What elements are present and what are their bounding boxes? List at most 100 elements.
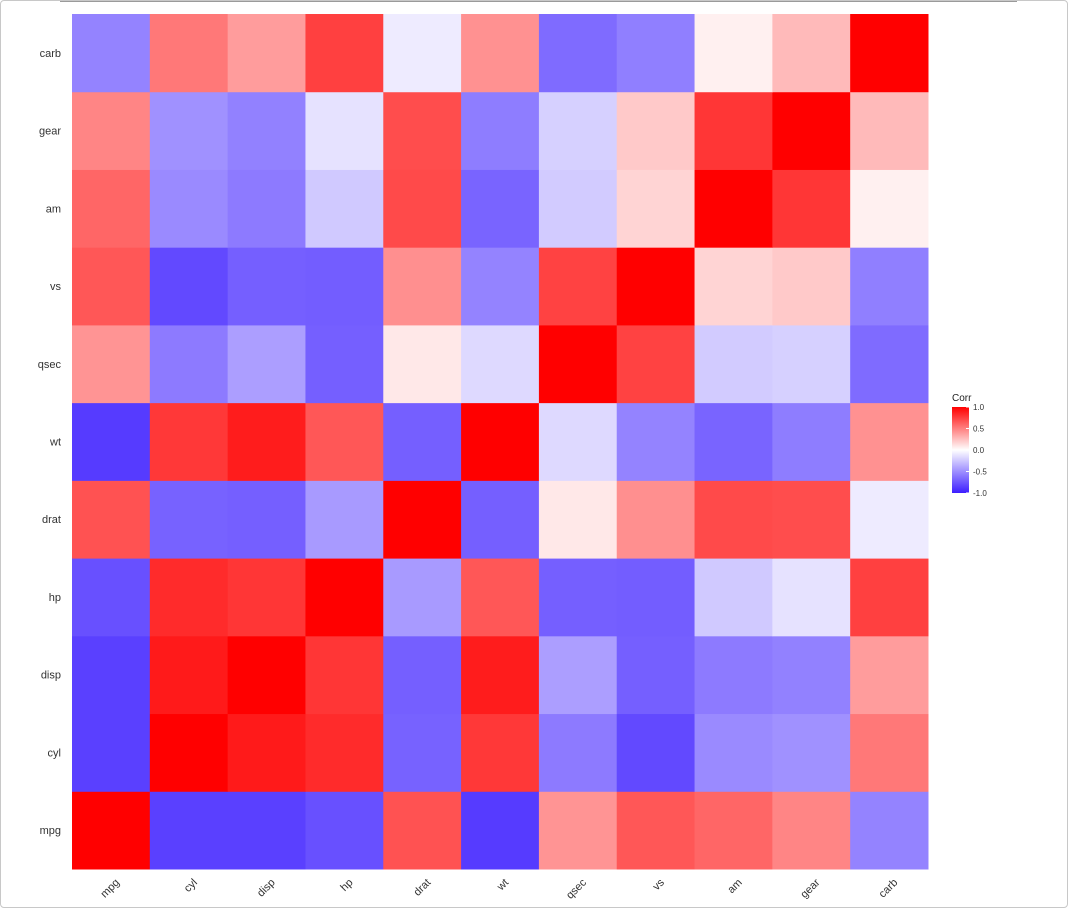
heatmap-cell-hp-hp [305, 558, 384, 637]
heatmap-cell-carb-hp [850, 558, 929, 637]
x-tick-label-am: am [725, 877, 744, 896]
heatmap-cell-cyl-mpg [149, 791, 229, 870]
heatmap-cell-disp-carb [227, 14, 306, 93]
heatmap-cell-drat-drat [383, 480, 462, 559]
y-tick-label-disp: disp [41, 670, 61, 682]
heatmap-cell-mpg-drat [72, 480, 151, 559]
legend: Corr 1.0 0.5 0.0 -0.5 -1.0 [952, 393, 987, 498]
heatmap-cell-hp-am [305, 169, 384, 248]
heatmap-cell-drat-disp [383, 635, 462, 715]
heatmap-cell-gear-wt [772, 402, 851, 481]
heatmap-cell-cyl-am [149, 169, 229, 248]
heatmap-cell-disp-wt [227, 402, 306, 481]
heatmap-cell-wt-qsec [461, 324, 540, 404]
heatmap-cell-qsec-qsec [538, 324, 618, 404]
heatmap-cell-mpg-carb [72, 14, 151, 93]
heatmap-cell-mpg-gear [72, 91, 151, 170]
y-tick-label-mpg: mpg [40, 825, 61, 837]
heatmap-cell-vs-qsec [616, 324, 696, 404]
heatmap-cell-wt-gear [461, 91, 540, 170]
heatmap-cell-qsec-cyl [538, 713, 618, 792]
heatmap-cell-disp-hp [227, 558, 306, 637]
heatmap-cell-am-vs [694, 247, 773, 326]
legend-tick-label: 0.0 [973, 446, 985, 455]
heatmap-cell-carb-cyl [850, 713, 929, 792]
heatmap-cell-hp-mpg [305, 791, 384, 870]
y-tick-label-carb: carb [40, 48, 61, 60]
heatmap-cell-mpg-vs [72, 247, 151, 326]
heatmap-cell-qsec-drat [538, 480, 618, 559]
heatmap-cell-wt-cyl [461, 713, 540, 792]
heatmap-cell-qsec-am [538, 169, 618, 248]
heatmap-cell-am-disp [694, 635, 773, 715]
heatmap-cell-disp-qsec [227, 324, 306, 404]
heatmap-cell-drat-am [383, 169, 462, 248]
heatmap-cell-cyl-qsec [149, 324, 229, 404]
heatmap-cell-hp-qsec [305, 324, 384, 404]
heatmap-cell-wt-vs [461, 247, 540, 326]
heatmap-cell-qsec-carb [538, 14, 618, 93]
heatmap-cell-carb-drat [850, 480, 929, 559]
heatmap-cell-qsec-gear [538, 91, 618, 170]
heatmap-cell-am-qsec [694, 324, 773, 404]
heatmap-cell-disp-cyl [227, 713, 306, 792]
heatmap-cell-carb-mpg [850, 791, 929, 870]
y-tick-label-gear: gear [39, 126, 61, 138]
x-axis-labels: mpg cyl disp hp drat wt qsec vs am gear carb [99, 876, 901, 901]
heatmap-cell-drat-carb [383, 14, 462, 93]
heatmap-cell-am-carb [694, 14, 773, 93]
heatmap-cell-drat-gear [383, 91, 462, 170]
heatmap-cell-cyl-wt [149, 402, 229, 481]
heatmap-cell-hp-drat [305, 480, 384, 559]
heatmap-cell-carb-wt [850, 402, 929, 481]
heatmap-cell-mpg-mpg [72, 791, 151, 870]
heatmap-cell-am-am [694, 169, 773, 248]
x-tick-label-wt: wt [494, 877, 511, 894]
top-border-line [60, 1, 1017, 2]
heatmap-cell-gear-cyl [772, 713, 851, 792]
heatmap-cell-mpg-am [72, 169, 151, 248]
heatmap-cell-mpg-qsec [72, 324, 151, 404]
heatmap-cell-gear-qsec [772, 324, 851, 404]
heatmap-cell-wt-drat [461, 480, 540, 559]
heatmap-cell-mpg-hp [72, 558, 151, 637]
y-tick-label-drat: drat [42, 514, 61, 526]
x-tick-label-vs: vs [651, 876, 668, 893]
heatmap-cell-gear-carb [772, 14, 851, 93]
heatmap-cell-cyl-gear [149, 91, 229, 170]
heatmap-cell-carb-vs [850, 247, 929, 326]
heatmap-cell-vs-vs [616, 247, 696, 326]
x-tick-label-qsec: qsec [564, 876, 589, 901]
heatmap-cell-gear-am [772, 169, 851, 248]
heatmap-cell-disp-mpg [227, 791, 306, 870]
heatmap-cell-qsec-mpg [538, 791, 618, 870]
heatmap-cell-vs-mpg [616, 791, 696, 870]
heatmap-cell-drat-wt [383, 402, 462, 481]
legend-title: Corr [952, 393, 972, 404]
y-tick-label-cyl: cyl [48, 747, 61, 759]
heatmap-cell-gear-disp [772, 635, 851, 715]
heatmap-cell-drat-vs [383, 247, 462, 326]
heatmap-cell-vs-am [616, 169, 696, 248]
heatmap-cell-cyl-hp [149, 558, 229, 637]
legend-tick-label: -1.0 [973, 489, 987, 498]
legend-tick-label: -0.5 [973, 468, 987, 477]
heatmap-cell-hp-disp [305, 635, 384, 715]
heatmap-cell-hp-vs [305, 247, 384, 326]
heatmap-cell-vs-gear [616, 91, 696, 170]
heatmap-cell-am-drat [694, 480, 773, 559]
heatmap-cell-wt-mpg [461, 791, 540, 870]
heatmap-cell-wt-hp [461, 558, 540, 637]
heatmap-cell-hp-gear [305, 91, 384, 170]
heatmap-cell-drat-mpg [383, 791, 462, 870]
y-tick-label-vs: vs [50, 281, 62, 293]
heatmap-cell-vs-carb [616, 14, 696, 93]
heatmap-cell-gear-mpg [772, 791, 851, 870]
legend-ticks: 1.0 0.5 0.0 -0.5 -1.0 [966, 403, 987, 498]
heatmap-cell-wt-carb [461, 14, 540, 93]
heatmap-cell-gear-gear [772, 91, 851, 170]
x-tick-label-mpg: mpg [99, 877, 123, 901]
heatmap-cell-vs-disp [616, 635, 696, 715]
heatmap-cell-cyl-drat [149, 480, 229, 559]
heatmap-cell-am-wt [694, 402, 773, 481]
